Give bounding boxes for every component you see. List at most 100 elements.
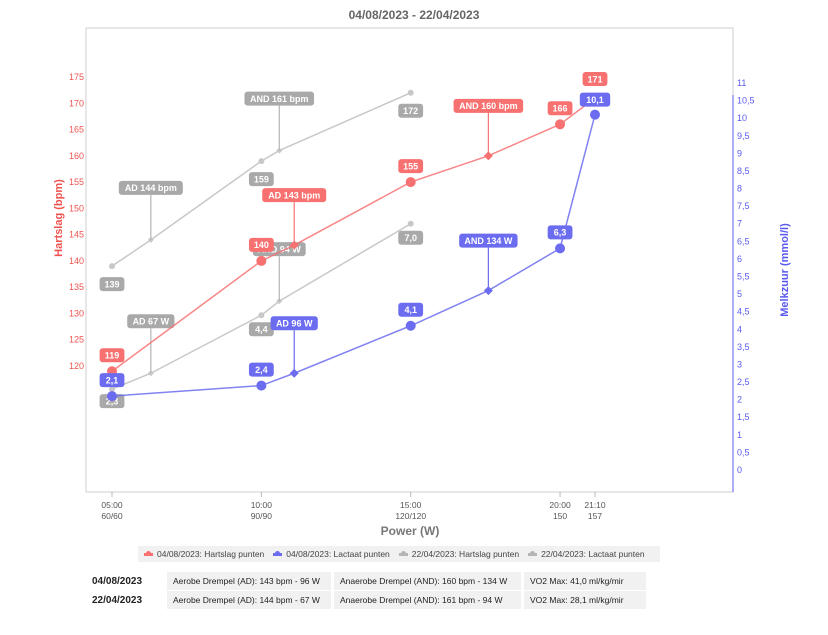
threshold-label-text: AND 94 W	[258, 244, 302, 254]
summary-date: 04/08/2023	[92, 575, 143, 587]
legend-item-hr-2[interactable]: 22/04/2023: Hartslag punten	[398, 549, 519, 559]
y-tick-left: 170	[69, 98, 84, 108]
threshold-label: AD 67 W	[127, 314, 175, 329]
legend-item-hr-1[interactable]: 04/08/2023: Hartslag punten	[144, 549, 264, 559]
value-label: 6,3	[547, 225, 573, 240]
data-point-hr_1	[256, 255, 267, 266]
threshold-label-text: AD 144 bpm	[125, 183, 177, 193]
data-point-lac_1	[256, 380, 267, 391]
threshold-label: AD 143 bpm	[262, 188, 327, 203]
threshold-label-text: AND 134 W	[464, 236, 513, 246]
y-tick-left: 155	[69, 177, 84, 187]
plot-frame	[85, 27, 734, 493]
threshold-label-text: AND 160 bpm	[459, 101, 518, 111]
value-label: 139	[99, 277, 125, 292]
summary-vo2: VO2 Max: 28,1 ml/kg/mir	[524, 591, 646, 609]
legend-item-lac-2[interactable]: 22/04/2023: Lactaat punten	[528, 549, 645, 559]
chart-title: 04/08/2023 - 22/04/2023	[348, 8, 480, 22]
value-label-box	[398, 159, 424, 174]
summary-row: 22/04/2023 Aerobe Drempel (AD): 144 bpm …	[86, 591, 649, 609]
threshold-label-text: AD 96 W	[276, 319, 313, 329]
summary-and: Anaerobe Drempel (AND): 161 bpm - 94 W	[334, 591, 521, 609]
value-label: 119	[99, 348, 125, 363]
value-label-text: 4,1	[404, 305, 417, 315]
y-tick-right: 0	[737, 465, 742, 475]
threshold-label-box	[118, 180, 183, 195]
threshold-label-box	[270, 316, 318, 331]
x-tick-label: 05:00	[101, 500, 123, 510]
chart-legend: 04/08/2023: Hartslag punten 04/08/2023: …	[138, 546, 660, 562]
value-label: 171	[582, 72, 608, 87]
x-tick-label: 150	[553, 511, 567, 521]
y-tick-right: 9,5	[737, 131, 750, 141]
y-tick-left: 120	[69, 361, 84, 371]
y-tick-right: 8,5	[737, 166, 750, 176]
threshold-label-box	[453, 98, 524, 113]
value-label-box	[579, 92, 611, 107]
x-tick-label: 157	[588, 511, 602, 521]
y-tick-left: 165	[69, 125, 84, 135]
threshold-summary: 04/08/2023 Aerobe Drempel (AD): 143 bpm …	[86, 572, 649, 610]
value-label-text: 2,3	[106, 396, 119, 406]
threshold-label-text: AND 161 bpm	[250, 94, 309, 104]
value-label-box	[248, 362, 274, 377]
legend-item-lac-1[interactable]: 04/08/2023: Lactaat punten	[273, 549, 390, 559]
legend-label: 04/08/2023: Lactaat punten	[286, 549, 390, 559]
value-label-box	[248, 172, 274, 187]
value-label: 166	[547, 101, 573, 116]
y-tick-right: 10,5	[737, 96, 755, 106]
y-tick-left: 160	[69, 151, 84, 161]
data-point-hr_2	[407, 89, 414, 96]
data-point-hr_1	[555, 119, 566, 130]
y-tick-right: 1	[737, 430, 742, 440]
legend-swatch-icon	[144, 550, 153, 556]
x-tick-label: 120/120	[395, 511, 426, 521]
x-tick-label: 21:10	[584, 500, 606, 510]
x-axis-label: Power (W)	[381, 524, 440, 538]
data-point-hr_1	[405, 177, 416, 188]
threshold-label: AD 96 W	[270, 316, 318, 331]
value-label-box	[547, 225, 573, 240]
summary-date: 22/04/2023	[92, 594, 143, 606]
legend-swatch-icon	[528, 550, 538, 556]
value-label-text: 172	[403, 106, 418, 116]
y-tick-right: 2,5	[737, 377, 750, 387]
y-tick-right: 3,5	[737, 342, 750, 352]
value-label-text: 10,1	[586, 95, 604, 105]
threshold-label-text: AD 67 W	[133, 317, 170, 327]
y-tick-right: 8	[737, 184, 742, 194]
y-tick-right: 3	[737, 359, 742, 369]
value-label-box	[547, 101, 573, 116]
value-label-text: 4,4	[255, 325, 268, 335]
x-tick-label: 10:00	[251, 500, 273, 510]
y-tick-left: 130	[69, 308, 84, 318]
value-label-box	[582, 72, 608, 87]
data-point-lac_1	[405, 320, 416, 331]
threshold-label-text: AD 143 bpm	[268, 190, 320, 200]
value-label: 7,0	[398, 230, 424, 245]
data-point-lac_1	[107, 391, 117, 402]
x-tick-label: 20:00	[549, 500, 571, 510]
value-label-box	[248, 322, 274, 337]
summary-and: Anaerobe Drempel (AND): 160 bpm - 134 W	[334, 572, 521, 590]
y-tick-right: 5	[737, 289, 742, 299]
data-point-lac_2	[109, 386, 115, 393]
y-tick-left: 140	[69, 256, 84, 266]
y-tick-left: 135	[69, 282, 84, 292]
value-label-text: 171	[587, 74, 602, 84]
threshold-label: AND 161 bpm	[244, 91, 315, 106]
y-tick-right: 11	[737, 78, 746, 88]
y-tick-left: 150	[69, 203, 84, 213]
threshold-label: AD 144 bpm	[118, 180, 183, 195]
value-label: 140	[248, 237, 274, 252]
data-point-lac_1	[555, 243, 566, 254]
legend-label: 04/08/2023: Hartslag punten	[157, 549, 265, 559]
value-label-box	[398, 230, 424, 245]
legend-swatch-icon	[273, 550, 283, 556]
y-tick-right: 5,5	[737, 272, 750, 282]
data-point-hr_2	[258, 158, 265, 165]
summary-row: 04/08/2023 Aerobe Drempel (AD): 143 bpm …	[86, 572, 649, 590]
y-tick-right: 10	[737, 113, 747, 123]
value-label-text: 139	[104, 279, 119, 289]
